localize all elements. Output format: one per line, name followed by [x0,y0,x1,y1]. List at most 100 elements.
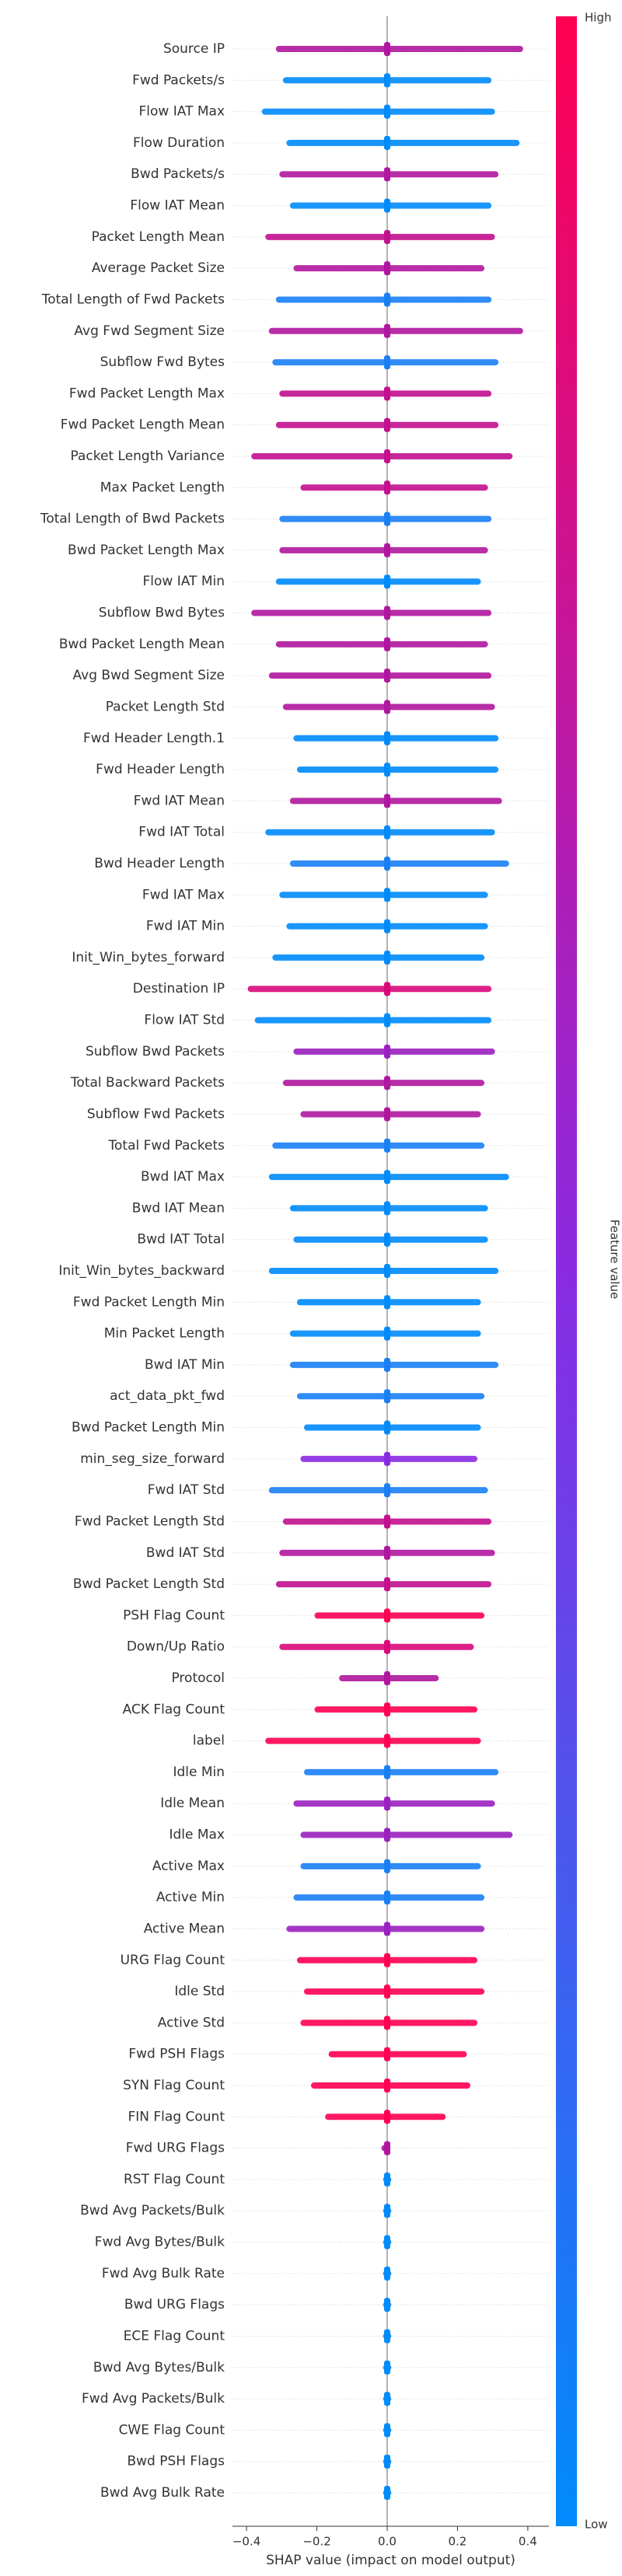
swarm-band [300,1111,481,1118]
feature-label: ACK Flag Count [123,1702,225,1717]
feature-label: Active Min [156,1890,225,1905]
feature-label: Init_Win_bytes_backward [58,1263,225,1279]
swarm-core [383,1107,390,1122]
swarm-core [383,1984,390,1999]
feature-label: Fwd Packet Length Mean [61,417,225,433]
feature-label: Flow IAT Max [139,104,225,120]
feature-label: PSH Flag Count [123,1607,225,1623]
swarm-core [383,1044,390,1059]
swarm-core [383,543,390,557]
feature-label: Bwd Header Length [94,856,225,871]
swarm-band [275,296,492,303]
swarm-core [383,73,390,88]
swarm-core [383,104,390,119]
swarm-band [265,233,495,240]
swarm-band [268,672,492,679]
swarm-core [383,1671,390,1685]
swarm-core [383,1389,390,1404]
swarm-band [289,1361,499,1368]
swarm-band [293,1048,495,1055]
feature-label: Down/Up Ratio [127,1639,225,1655]
feature-label: Bwd Avg Bulk Rate [100,2485,225,2501]
swarm-band [293,1800,495,1807]
feature-label: Fwd Avg Bytes/Bulk [95,2235,225,2250]
feature-label: Init_Win_bytes_forward [72,950,225,965]
swarm-core [383,1890,390,1905]
swarm-band [300,484,488,491]
swarm-core [383,1326,390,1341]
swarm-band [275,641,488,647]
feature-label: Bwd Avg Bytes/Bulk [93,2360,225,2375]
swarm-core [383,637,390,651]
swarm-core [383,135,390,150]
swarm-band [300,1862,481,1869]
swarm-core [383,292,390,307]
swarm-core [383,825,390,839]
swarm-band [314,1706,478,1713]
swarm-core [383,417,390,432]
swarm-band [328,2051,467,2058]
feature-label: Bwd Packet Length Std [73,1576,225,1592]
feature-label: Bwd IAT Total [137,1232,225,1248]
feature-label: Idle Max [169,1827,225,1843]
swarm-core [383,1639,390,1654]
feature-label: Destination IP [133,981,225,997]
feature-label: CWE Flag Count [119,2422,225,2438]
swarm-core [383,1170,390,1185]
swarm-core [383,2486,390,2500]
feature-label: Subflow Fwd Bytes [100,354,225,370]
feature-label: Flow IAT Min [143,574,225,589]
feature-label: Packet Length Mean [92,229,225,245]
swarm-core [383,1702,390,1717]
feature-label: Bwd PSH Flags [127,2454,225,2470]
swarm-band [279,546,488,553]
swarm-core [383,1295,390,1310]
feature-label: Total Length of Bwd Packets [40,511,225,527]
feature-label: Source IP [163,41,225,57]
swarm-band [275,46,523,52]
swarm-band [251,453,513,459]
swarm-core [383,449,390,463]
swarm-core [383,386,390,401]
feature-label: Bwd IAT Mean [132,1200,225,1216]
swarm-band [282,1080,485,1087]
swarm-band [272,1142,485,1149]
swarm-core [383,198,390,213]
feature-label: URG Flag Count [121,1953,225,1968]
swarm-band [289,860,509,867]
feature-label: Bwd Packet Length Max [68,543,225,558]
feature-label: Idle Std [174,1984,225,1999]
swarm-core [383,1922,390,1936]
x-tick-label: 0.2 [448,2535,466,2549]
colorbar-high: High [585,11,611,25]
swarm-core [383,1232,390,1247]
feature-label: Fwd IAT Min [146,919,225,934]
swarm-core [383,2079,390,2093]
swarm-core [383,2016,390,2030]
feature-label: Flow IAT Std [144,1013,225,1028]
swarm-core [383,1953,390,1967]
swarm-core [383,982,390,997]
feature-label: Active Std [158,2015,225,2030]
swarm-band [303,1768,499,1775]
x-tick-label: 0.4 [519,2535,537,2549]
swarm-core [383,2392,390,2407]
swarm-core [383,1483,390,1498]
feature-label: Total Backward Packets [70,1075,225,1091]
feature-label: Avg Fwd Segment Size [74,323,225,339]
swarm-core [383,950,390,965]
swarm-band [275,578,481,585]
feature-label: Subflow Bwd Bytes [99,606,225,621]
feature-label: Fwd IAT Max [142,887,225,902]
swarm-band [296,1393,485,1400]
swarm-core [383,700,390,714]
feature-label: Fwd PSH Flags [128,2047,225,2062]
swarm-band [261,108,495,115]
swarm-core [383,919,390,934]
x-axis-label: SHAP value (impact on model output) [266,2553,515,2568]
feature-label: FIN Flag Count [128,2109,225,2124]
feature-label: Bwd URG Flags [124,2297,225,2312]
colorbar [556,16,577,2526]
